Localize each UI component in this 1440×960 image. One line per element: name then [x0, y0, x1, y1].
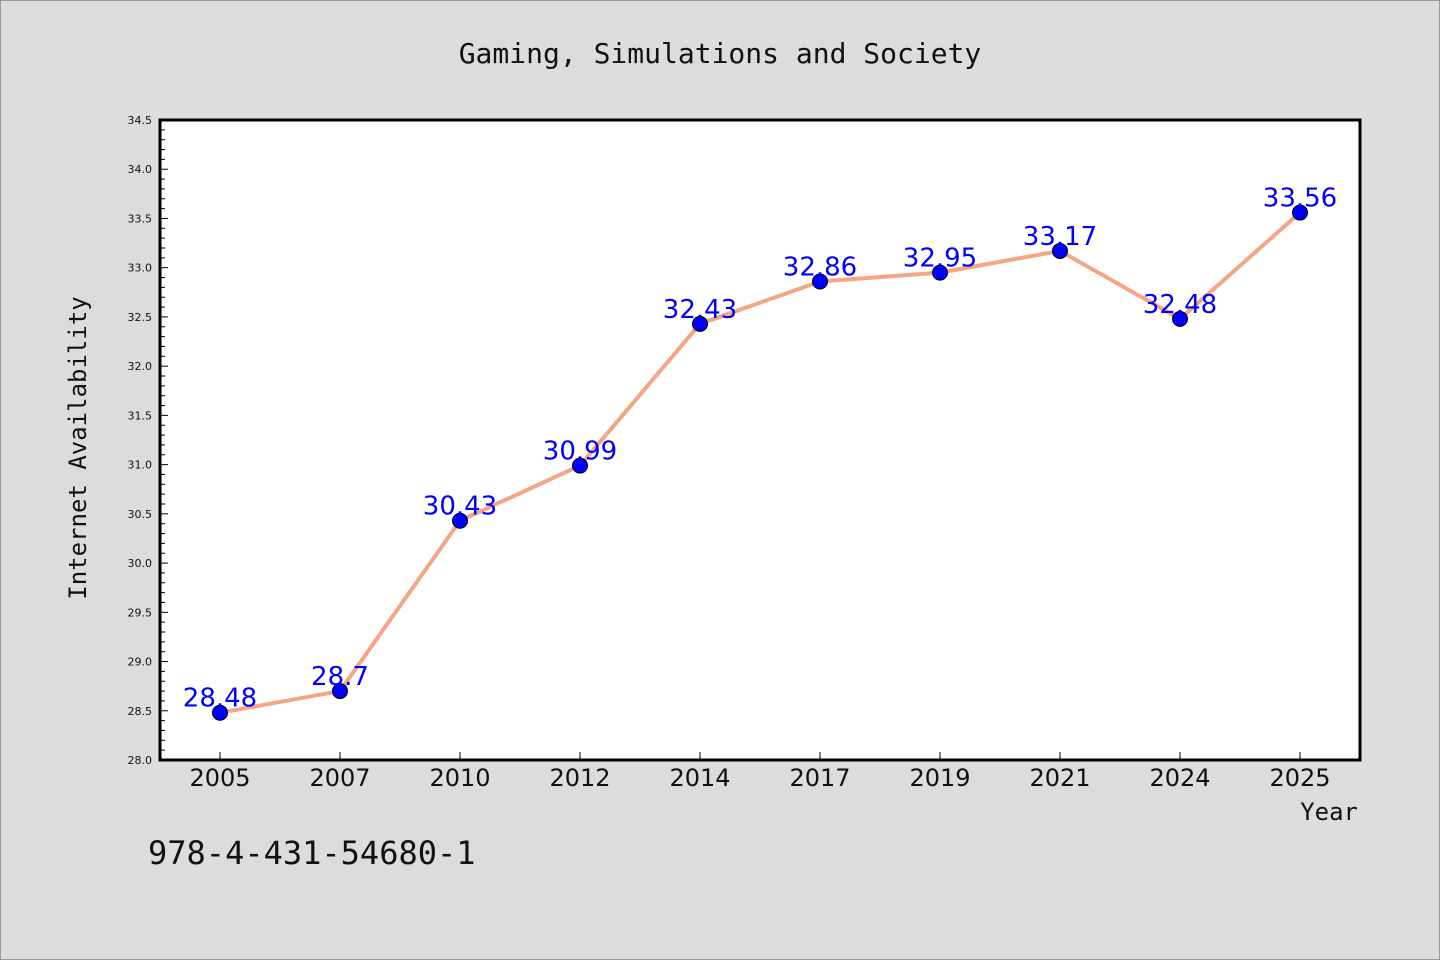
y-tick-label: 28.0: [128, 754, 153, 767]
x-tick-label: 2007: [309, 764, 370, 792]
data-value-label: 32.48: [1143, 290, 1217, 320]
series-line: [218, 210, 1302, 715]
data-point: [332, 683, 348, 700]
chart-title: Gaming, Simulations and Society: [459, 37, 982, 70]
x-tick-label: 2019: [909, 764, 970, 792]
x-tick-label: 2017: [789, 764, 850, 792]
data-value-label: 32.43: [663, 295, 737, 325]
x-tick-label: 2005: [189, 764, 250, 792]
y-axis-title: Internet Availability: [64, 296, 92, 599]
data-point: [1172, 310, 1188, 327]
data-value-label: 30.43: [423, 492, 497, 522]
x-tick-label: 2012: [549, 764, 610, 792]
y-tick-label: 32.5: [128, 311, 153, 324]
series-layer: [212, 204, 1308, 721]
y-tick-label: 33.0: [128, 262, 153, 275]
y-tick-label: 29.0: [128, 656, 153, 669]
y-tick-label: 33.5: [128, 212, 153, 225]
data-value-label: 28.48: [183, 684, 257, 714]
data-value-label: 33.17: [1023, 222, 1097, 252]
x-tick-label: 2025: [1269, 764, 1330, 792]
data-value-label: 33.56: [1263, 184, 1337, 214]
data-point: [1292, 204, 1308, 221]
data-point: [452, 512, 468, 529]
x-tick-label: 2021: [1029, 764, 1090, 792]
x-tick-label: 2010: [429, 764, 490, 792]
y-tick-label: 30.0: [128, 557, 153, 570]
plot-border: [158, 118, 1362, 762]
data-point: [932, 264, 948, 281]
data-value-label: 30.99: [543, 437, 617, 467]
y-tick-label: 32.0: [128, 360, 153, 373]
data-value-label: 28.7: [311, 662, 369, 692]
data-labels: 28.48 28.7 30.43 30.99 32.43 32.86 32.95 33.17 3…: [183, 184, 1337, 714]
y-tick-label: 34.5: [128, 114, 153, 127]
data-value-label: 32.95: [903, 244, 977, 274]
data-value-label: 32.86: [783, 252, 857, 282]
y-tick-label: 31.0: [128, 459, 153, 472]
data-point: [692, 315, 708, 332]
plot-area: [160, 120, 1360, 760]
x-tick-label: 2024: [1149, 764, 1210, 792]
x-tick-label: 2014: [669, 764, 730, 792]
y-tick-label: 29.5: [128, 606, 153, 619]
data-point: [1052, 242, 1068, 259]
y-tick-label: 34.0: [128, 163, 153, 176]
y-axis-tick-labels: 28.0 28.5 29.0 29.5 30.0 30.5 31.0 31.5 32.0 32.5…: [128, 114, 153, 767]
isbn-annotation: 978-4-431-54680-1: [148, 834, 476, 872]
data-point: [572, 457, 588, 474]
data-point: [812, 273, 828, 290]
y-tick-label: 30.5: [128, 508, 153, 521]
x-axis-title: Year: [1300, 798, 1358, 826]
data-point: [212, 704, 228, 721]
y-tick-label: 31.5: [128, 409, 153, 422]
y-tick-label: 28.5: [128, 705, 153, 718]
x-axis-tick-labels: 2005 2007 2010 2012 2014 2017 2019 2021 2024 2025: [189, 764, 1330, 792]
